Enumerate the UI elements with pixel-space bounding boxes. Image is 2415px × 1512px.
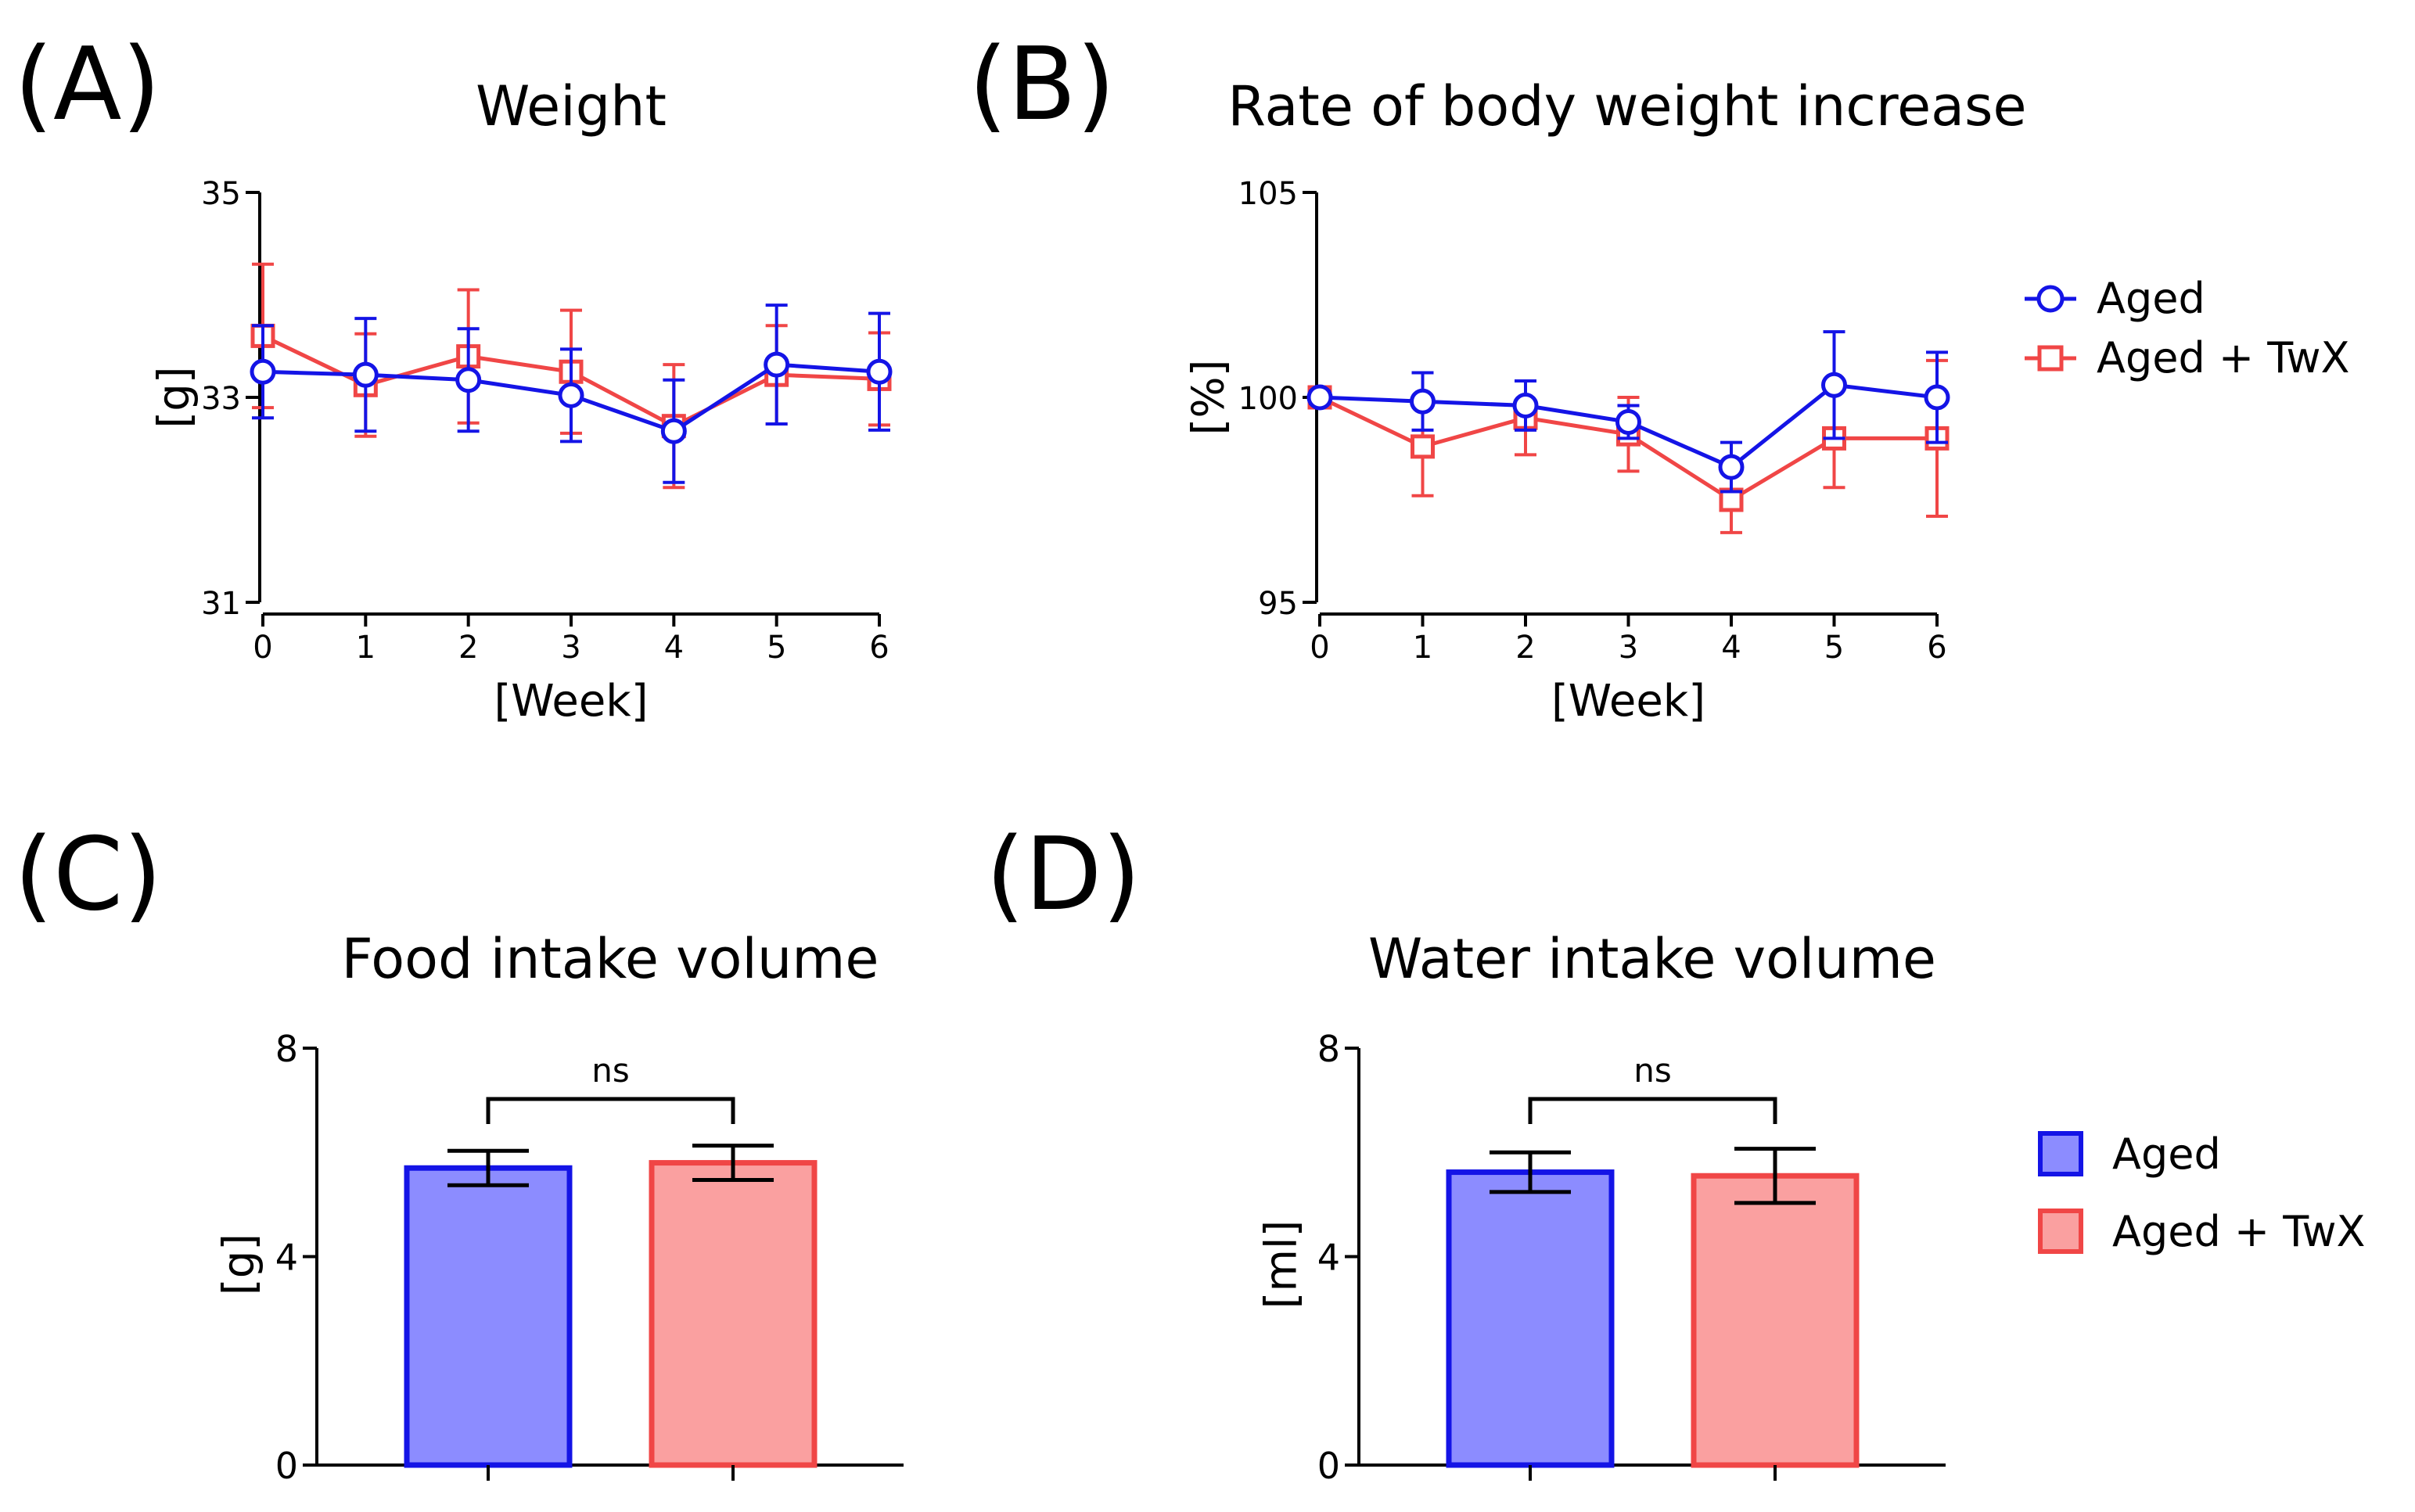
x-tick-label: 5 [1824, 630, 1844, 666]
legend-aged-bar-swatch [2038, 1131, 2083, 1176]
point-aged [250, 358, 276, 385]
chart-title: Food intake volume [342, 927, 879, 991]
line-legend: Aged Aged + TwX [2025, 274, 2350, 382]
y-tick-label: 35 [201, 176, 241, 212]
point-aged [558, 382, 584, 408]
chart-rate-of-body-weight-increase: Rate of body weight increase 95 100 105 [%] 0… [1184, 74, 2027, 727]
x-tick-label: 4 [664, 630, 684, 666]
legend-twx-bar-swatch [2038, 1209, 2083, 1254]
panel-label-b: (B) [969, 27, 1116, 143]
point-aged [1924, 384, 1950, 411]
significance-label: ns [591, 1051, 630, 1090]
x-tick-label: 6 [869, 630, 889, 666]
chart-weight: Weight 31 33 35 [g] 0 1 2 3 4 5 6 [Week] [149, 74, 893, 727]
x-axis-label: [Week] [494, 676, 648, 727]
y-tick-label: 4 [1317, 1237, 1340, 1279]
y-tick-label: 0 [1317, 1445, 1340, 1487]
panel-label-d: (D) [986, 817, 1141, 933]
bar-aged [1446, 1169, 1615, 1468]
x-tick-label: 1 [1413, 630, 1432, 666]
point-aged [352, 361, 379, 388]
point-aged [1512, 392, 1539, 418]
y-tick-label: 0 [275, 1445, 298, 1487]
point-aged [866, 358, 893, 385]
legend-aged-bar-label: Aged [2112, 1130, 2221, 1179]
chart-food-intake-volume: Food intake volume 0 4 8 [g] ns [214, 927, 904, 1487]
bar-legend: Aged Aged + TwX [2038, 1130, 2366, 1256]
x-tick-label: 0 [253, 630, 272, 666]
point-aged [660, 418, 687, 444]
point-aged [1410, 388, 1436, 415]
significance-bracket [1528, 1097, 1777, 1124]
x-tick-label: 0 [1310, 630, 1329, 666]
y-tick-label: 8 [1317, 1028, 1340, 1070]
significance-label: ns [1633, 1051, 1672, 1090]
x-tick-label: 3 [561, 630, 580, 666]
x-axis-label: [Week] [1551, 676, 1705, 727]
point-aged [455, 367, 482, 393]
x-tick-label: 3 [1619, 630, 1638, 666]
x-tick-label: 4 [1721, 630, 1741, 666]
y-tick-label: 33 [201, 381, 241, 417]
y-tick-label: 95 [1258, 586, 1298, 622]
point-aged [764, 351, 790, 378]
x-tick-label: 2 [458, 630, 478, 666]
panel-label-c: (C) [14, 817, 162, 933]
point-aged [1615, 408, 1641, 435]
bar-aged-twx [649, 1160, 818, 1468]
point-aged [1306, 384, 1333, 411]
chart-title: Weight [476, 74, 667, 138]
y-axis-label: [g] [214, 1234, 265, 1295]
x-tick-label: 1 [356, 630, 376, 666]
legend-aged-label: Aged [2097, 274, 2205, 323]
legend-twx-bar-label: Aged + TwX [2112, 1207, 2366, 1256]
y-tick-label: 100 [1238, 381, 1298, 417]
y-tick-label: 105 [1238, 176, 1298, 212]
legend-aged-marker [2036, 285, 2065, 313]
legend-twx-marker [2037, 345, 2064, 372]
panel-label-a: (A) [14, 27, 160, 143]
chart-title: Water intake volume [1368, 927, 1936, 991]
x-tick-label: 5 [767, 630, 786, 666]
y-tick-label: 8 [275, 1028, 298, 1070]
bar-aged-twx [1691, 1173, 1860, 1468]
y-tick-label: 4 [275, 1237, 298, 1279]
point-aged-twx [1411, 434, 1435, 459]
chart-title: Rate of body weight increase [1227, 74, 2026, 138]
point-aged [1821, 372, 1847, 398]
y-axis-label: [%] [1184, 360, 1234, 436]
y-axis-label: [ml] [1256, 1220, 1307, 1309]
legend-twx-label: Aged + TwX [2097, 333, 2350, 382]
bar-aged [404, 1165, 573, 1468]
x-tick-label: 2 [1515, 630, 1535, 666]
x-tick-label: 6 [1927, 630, 1946, 666]
significance-bracket [486, 1097, 735, 1124]
y-axis-label: [g] [149, 366, 200, 428]
chart-water-intake-volume: Water intake volume 0 4 8 [ml] ns [1256, 927, 1946, 1487]
y-tick-label: 31 [201, 586, 241, 622]
point-aged [1718, 454, 1745, 480]
